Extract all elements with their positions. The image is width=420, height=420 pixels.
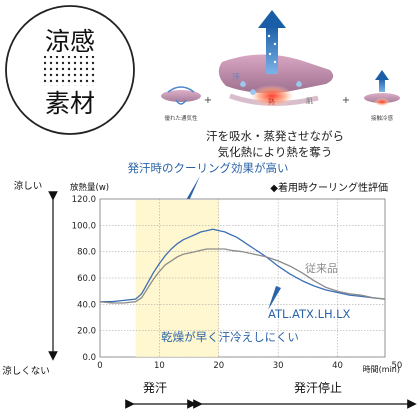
illustration-label-sweat: 汗 (232, 73, 240, 82)
x-axis-label: 時間(min) (363, 365, 400, 374)
contact-cool-illustration: 接触冷感 (364, 70, 400, 122)
plus-sign-left: + (204, 95, 212, 106)
plus-sign-right: + (342, 95, 350, 106)
phase-sweat-label: 発汗 (143, 381, 167, 395)
caption-line1: 汗を吸水・蒸発させながら (206, 129, 344, 143)
y-tick-label: 60.0 (77, 274, 96, 284)
breathability-illustration: 優れた通気性 (161, 86, 201, 122)
cool-material-badge: 涼感 素材 (5, 5, 135, 135)
y-tick-label: 80.0 (77, 248, 96, 258)
evaporation-illustration: 汗 熱 肌 (218, 10, 334, 107)
bottom-callout: 乾燥が早く汗冷えしにくい (161, 330, 299, 344)
up-arrow-icon (258, 10, 286, 74)
x-tick-label: 50 (391, 361, 402, 371)
caption-line2: 気化熱により熱を奪う (218, 145, 333, 159)
phase-indicator: 発汗 発汗停止 (125, 380, 417, 409)
illustration-label-heat: 熱 (268, 97, 275, 106)
y-tick-label: 100.0 (72, 221, 96, 231)
y-tick-label: 20.0 (77, 327, 96, 337)
y-axis-label: 放熱量(w) (70, 182, 109, 193)
series-label-atl: ATL.ATX.LH.LX (268, 307, 351, 321)
series-line-conventional (99, 248, 386, 304)
series-lines (99, 228, 386, 304)
y-tick-label: 0.0 (82, 353, 96, 363)
evaluation-title: ◆着用時クーリング性評価 (270, 181, 388, 194)
x-tick-label: 10 (154, 361, 165, 371)
x-tick-label: 0 (97, 361, 102, 371)
y-bottom-label: 涼しくない (2, 365, 50, 377)
series-label-conventional: 従来品 (305, 262, 338, 275)
illustration-label-skin: 肌 (306, 97, 313, 105)
y-tick-labels: 0.0 20.0 40.0 60.0 80.0 100.0 120.0 (72, 195, 96, 363)
water-drop-icons (240, 81, 302, 95)
x-tick-label: 20 (213, 361, 224, 371)
y-tick-label: 120.0 (72, 195, 96, 205)
x-tick-labels: 0 10 20 30 40 50 (97, 361, 402, 371)
badge-line1: 涼感 (45, 27, 95, 56)
phase-stop-label: 発汗停止 (294, 380, 342, 395)
series-label-pointer (268, 286, 281, 310)
series-line-atl (100, 228, 386, 303)
x-tick-label: 30 (273, 361, 284, 371)
illustration-label-left: 優れた通気性 (164, 114, 198, 122)
top-callout: 発汗時のクーリング効果が高い (128, 161, 289, 175)
y-tick-label: 40.0 (77, 300, 96, 310)
badge-line2: 素材 (45, 89, 95, 118)
illustration-label-right: 接触冷感 (371, 114, 394, 122)
heat-release-chart: 0.0 20.0 40.0 60.0 80.0 100.0 120.0 0 10 20 30 40 5… (72, 195, 403, 371)
y-top-label: 涼しい (14, 180, 43, 192)
x-tick-label: 40 (332, 361, 343, 371)
